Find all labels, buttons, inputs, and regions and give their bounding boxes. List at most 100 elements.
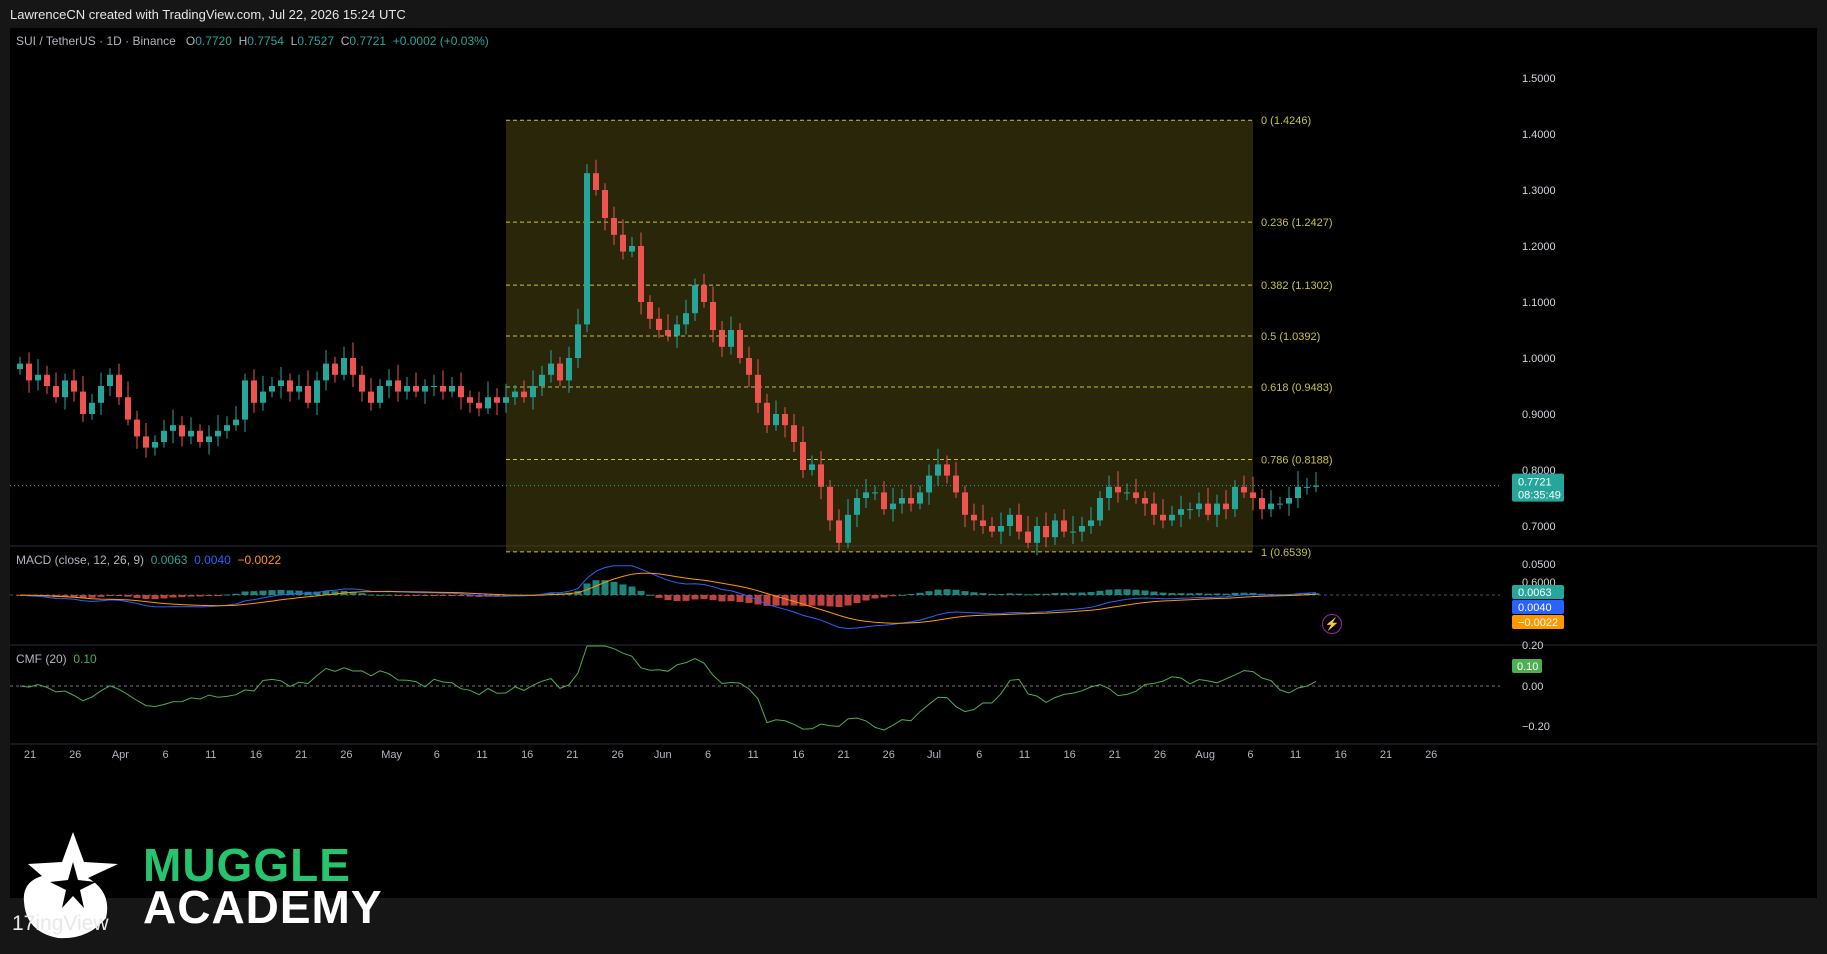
candle-body [665,330,671,336]
candle-body [962,492,968,515]
candle-body [602,190,608,218]
candle-body [701,285,707,302]
candle-body [116,374,122,398]
macd-histogram-bar [1240,592,1248,595]
macd-histogram-bar [214,595,222,596]
candle-body [1016,514,1022,532]
macd-histogram-bar [1105,589,1113,595]
macd-histogram-bar [700,595,708,600]
macd-signal-value: 0.0040 [194,553,231,567]
candle-body [98,386,104,403]
macd-value-tag [1512,615,1564,629]
candle-body [107,374,113,386]
candle-body [1124,492,1130,494]
candle-body [818,464,824,487]
candle-body [341,358,347,375]
footer-bar [0,898,1827,954]
macd-histogram-bar [1114,589,1122,595]
candle-body [881,492,887,510]
fib-level-label: 0.618 (0.9483) [1261,382,1333,394]
candle-body [35,374,41,381]
candle-body [323,363,329,381]
cmf-line [19,645,1317,731]
time-axis-tick: 6 [1247,749,1253,761]
candle-body [503,397,509,403]
chart-area[interactable]: 0 (1.4246) 0.236 (1.2427) 0.382 (1.1302) 0.… [10,28,1817,898]
candle-body [791,425,797,442]
candle-body [215,430,221,437]
macd-histogram-bar [1042,593,1050,595]
candle-body [737,330,743,358]
macd-histogram-bar [808,595,816,606]
macd-histogram-bar [646,594,654,596]
candle-body [656,318,662,330]
last-price-value: 0.7721 [1518,477,1552,489]
candle-body [170,425,176,431]
candle-body [782,414,788,426]
candle-body [1250,492,1256,498]
candle-body [71,380,77,392]
candle-body [557,363,563,381]
macd-histogram-bar [169,595,177,598]
candle-body [1142,498,1148,504]
candle-body [539,374,545,386]
candle-body [953,475,959,493]
candle-body [719,330,725,347]
macd-histogram-bar [817,595,825,606]
candle-body [1295,486,1301,498]
macd-histogram-bar [709,595,717,601]
candle-body [179,425,185,437]
candle-body [494,397,500,403]
attribution-text: LawrenceCN created with TradingView.com,… [10,7,406,22]
candle-body [989,526,995,532]
candle-body [728,330,734,347]
time-axis-tick: 26 [1425,749,1437,761]
macd-value-tag [1512,600,1564,614]
candle-body [1205,503,1211,515]
candle-body [134,419,140,437]
candle-body [629,246,635,252]
macd-histogram-bar [637,590,645,595]
macd-histogram-bar [403,595,411,596]
macd-histogram-bar [88,595,96,598]
candle-body [683,313,689,325]
macd-histogram-bar [835,595,843,608]
macd-histogram-bar [979,593,987,595]
candle-body [1223,503,1229,510]
macd-histogram-bar [223,594,231,596]
macd-histogram-bar [880,595,888,598]
macd-histogram-bar [682,595,690,601]
time-axis-tick: 11 [747,749,758,761]
candle-body [53,386,59,398]
candle-body [1079,526,1085,532]
candle-body [926,475,932,493]
macd-histogram-bar [385,594,393,596]
macd-histogram-bar [1186,593,1194,595]
fib-level-label: 1 (0.6539) [1261,547,1311,559]
candle-body [1169,514,1175,521]
macd-histogram-bar [628,586,636,595]
tradingview-logo-prefix: 17 [12,912,36,935]
macd-histogram-bar [1123,589,1131,595]
candle-body [89,402,95,414]
candle-body [980,520,986,526]
macd-histogram-bar [79,595,87,598]
candle-body [611,218,617,235]
chart-canvas[interactable]: 0 (1.4246) 0.236 (1.2427) 0.382 (1.1302) 0.… [10,28,1817,898]
time-axis-tick: 6 [705,749,711,761]
macd-histogram-bar [232,593,240,595]
lightning-icon[interactable]: ⚡ [1322,614,1342,634]
low-value: 0.7527 [297,34,335,48]
candle-body [638,246,644,302]
time-axis-tick: Jun [654,749,672,761]
price-axis-tick: 1.0000 [1522,353,1556,365]
candle-body [1214,503,1220,515]
time-axis-tick: 21 [24,749,36,761]
candle-body [161,430,167,442]
candle-body [1088,520,1094,526]
candle-body [899,498,905,504]
candle-body [26,363,32,381]
candle-body [332,363,338,375]
fib-level-label: 0 (1.4246) [1261,115,1311,127]
close-value: 0.7721 [349,34,387,48]
